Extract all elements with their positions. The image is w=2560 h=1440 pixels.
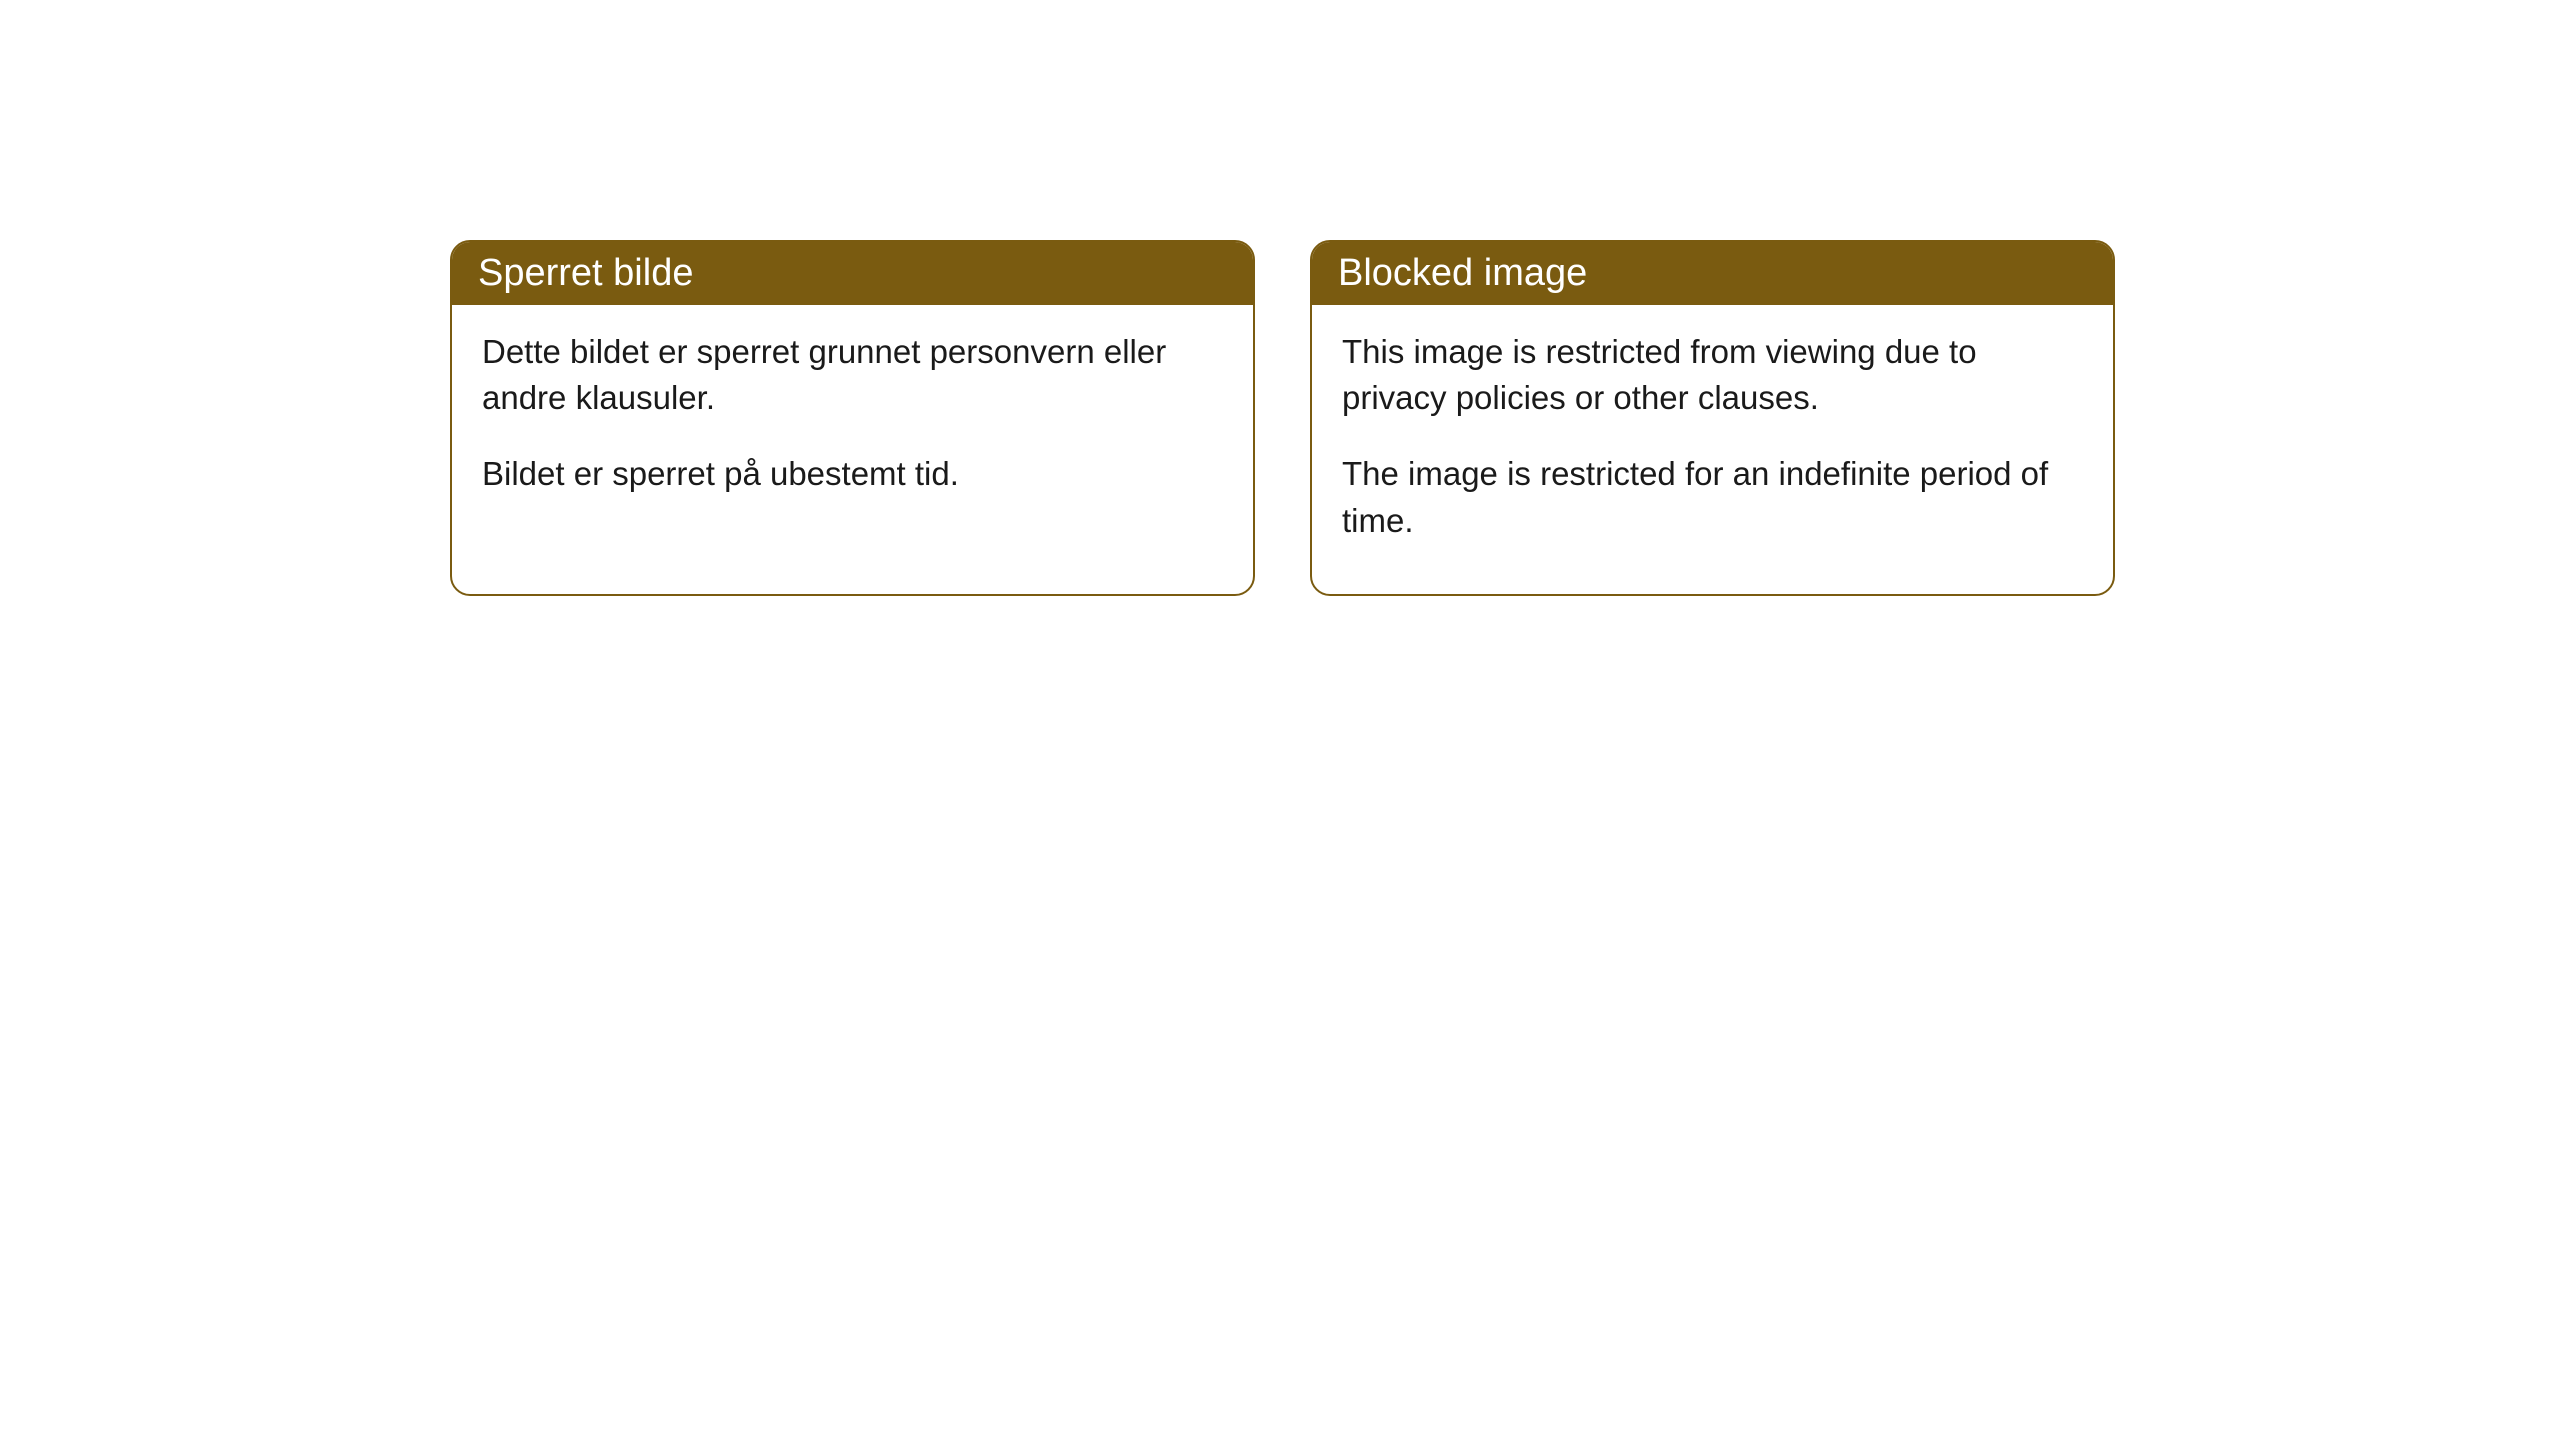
blocked-image-card-en: Blocked image This image is restricted f… [1310,240,2115,596]
card-header-en: Blocked image [1312,242,2113,305]
card-text-en-2: The image is restricted for an indefinit… [1342,451,2083,543]
card-text-en-1: This image is restricted from viewing du… [1342,329,2083,421]
blocked-image-card-no: Sperret bilde Dette bildet er sperret gr… [450,240,1255,596]
notice-cards-container: Sperret bilde Dette bildet er sperret gr… [0,0,2560,596]
card-header-no: Sperret bilde [452,242,1253,305]
card-body-en: This image is restricted from viewing du… [1312,305,2113,594]
card-text-no-2: Bildet er sperret på ubestemt tid. [482,451,1223,497]
card-text-no-1: Dette bildet er sperret grunnet personve… [482,329,1223,421]
card-body-no: Dette bildet er sperret grunnet personve… [452,305,1253,548]
